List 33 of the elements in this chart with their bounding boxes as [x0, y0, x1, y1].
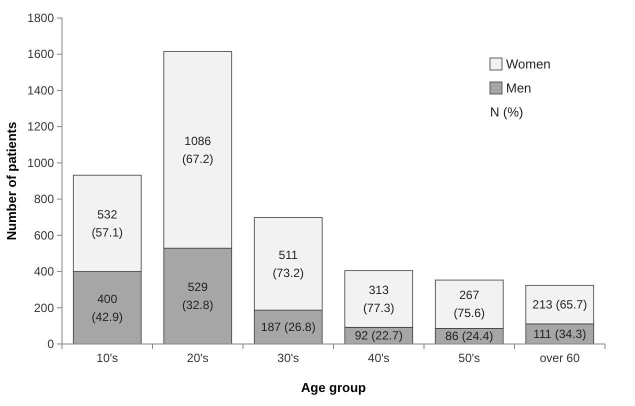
data-label: 529 (32.8) — [182, 280, 214, 312]
data-label: 1086 (67.2) — [182, 134, 214, 166]
data-label: 86 (24.4) — [445, 329, 494, 344]
x-tick-label: 30's — [277, 351, 300, 365]
y-tick-label: 1600 — [27, 47, 54, 62]
y-tick-label: 400 — [34, 264, 54, 279]
x-tick-label: 10's — [96, 351, 118, 365]
legend-label: Women — [506, 56, 551, 72]
data-label: 532 (57.1) — [92, 207, 123, 240]
y-tick-label: 800 — [34, 192, 54, 206]
y-axis-title: Number of patients — [4, 122, 19, 240]
data-label: 400 (42.9) — [92, 292, 123, 324]
data-label: 313 (77.3) — [363, 282, 394, 315]
y-tick-label: 1400 — [27, 83, 54, 98]
y-tick-label: 1800 — [27, 11, 54, 25]
annotation: N (%) — [490, 104, 524, 120]
data-label: 267 (75.6) — [454, 288, 485, 320]
y-tick-label: 0 — [47, 337, 54, 351]
y-tick-label: 1000 — [27, 156, 54, 170]
data-label: 187 (26.8) — [260, 320, 316, 334]
legend-label: Men — [506, 80, 532, 96]
data-label: 213 (65.7) — [532, 298, 588, 312]
x-tick-label: 40's — [368, 351, 390, 365]
data-label: 92 (22.7) — [354, 328, 403, 343]
x-tick-label: 50's — [458, 351, 480, 365]
x-tick-label: over 60 — [540, 351, 580, 365]
y-tick-label: 200 — [34, 300, 54, 315]
x-tick-label: 20's — [186, 351, 209, 365]
data-label: 511 (73.2) — [272, 248, 304, 280]
y-tick-label: 1200 — [27, 120, 54, 134]
data-label: 111 (34.3) — [533, 326, 586, 341]
y-tick-label: 600 — [34, 228, 54, 242]
x-axis-title: Age group — [301, 380, 366, 395]
